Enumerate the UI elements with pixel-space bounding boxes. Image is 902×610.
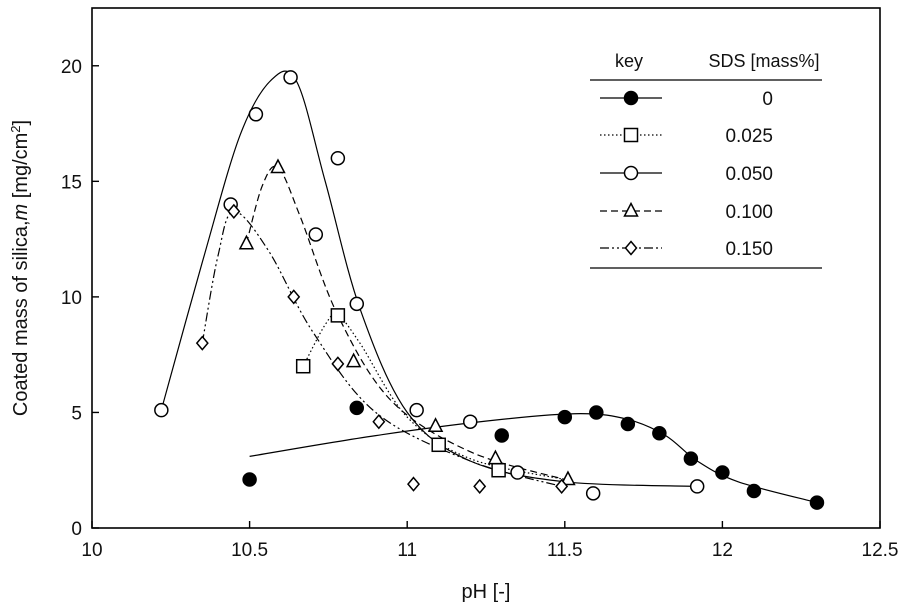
data-point-0 bbox=[683, 451, 699, 466]
y-tick-label: 15 bbox=[61, 172, 82, 193]
data-point-0.050 bbox=[349, 296, 365, 312]
curves bbox=[160, 70, 818, 504]
data-point-0.150 bbox=[372, 414, 386, 430]
data-points bbox=[154, 70, 825, 510]
data-point-0.050 bbox=[462, 414, 478, 429]
legend-key-header: key bbox=[615, 51, 643, 71]
data-point-0.150 bbox=[287, 289, 301, 305]
y-axis-title-close: ] bbox=[10, 120, 32, 126]
data-point-0.150 bbox=[473, 478, 487, 495]
legend-marker-0.025 bbox=[623, 127, 639, 143]
legend-marker-0.050 bbox=[623, 165, 639, 181]
plot-frame bbox=[91, 7, 881, 529]
data-point-0.050 bbox=[585, 486, 601, 501]
legend-label: 0.150 bbox=[725, 239, 773, 260]
data-point-0.150 bbox=[227, 203, 241, 220]
data-point-0 bbox=[349, 400, 365, 416]
legend-label: 0.100 bbox=[725, 202, 773, 223]
legend-label: 0.025 bbox=[725, 126, 773, 147]
data-point-0.100 bbox=[345, 352, 362, 368]
data-point-0.050 bbox=[330, 150, 346, 166]
x-tick-label: 10.5 bbox=[231, 540, 268, 561]
x-tick-label: 11.5 bbox=[547, 540, 583, 561]
data-point-0.050 bbox=[154, 402, 169, 418]
data-point-0 bbox=[809, 495, 825, 510]
legend-label: 0 bbox=[762, 89, 773, 110]
series-line-0.100 bbox=[245, 165, 565, 481]
data-point-0.025 bbox=[491, 462, 506, 478]
axes: 10 10.5 11 11.5 12 12.5 0 5 10 15 20 bbox=[61, 57, 899, 561]
data-point-0.050 bbox=[689, 479, 705, 494]
data-point-0.100 bbox=[487, 449, 504, 465]
legend-value-header: SDS [mass%] bbox=[708, 51, 819, 71]
y-axis-title-sup: 2 bbox=[8, 125, 23, 132]
data-point-0.050 bbox=[283, 70, 298, 85]
data-point-0.025 bbox=[295, 358, 311, 374]
legend-label: 0.050 bbox=[725, 164, 773, 185]
y-tick-label: 10 bbox=[61, 288, 82, 309]
legend-marker-0 bbox=[623, 90, 639, 106]
x-axis-title: pH [-] bbox=[462, 581, 511, 603]
y-tick-label: 0 bbox=[71, 519, 82, 540]
data-point-0.100 bbox=[427, 417, 444, 433]
y-tick-label: 20 bbox=[61, 57, 82, 78]
x-tick-label: 10 bbox=[81, 540, 102, 561]
data-point-0.150 bbox=[195, 335, 209, 351]
y-tick-label: 5 bbox=[71, 403, 82, 424]
data-point-0 bbox=[557, 409, 573, 425]
data-point-0 bbox=[620, 416, 636, 432]
data-point-0.025 bbox=[330, 308, 346, 323]
x-tick-label: 12.5 bbox=[862, 540, 899, 561]
y-axis-title-unit: [mg/cm bbox=[10, 133, 32, 204]
data-point-0 bbox=[746, 483, 762, 499]
series-line-0.025 bbox=[302, 313, 565, 481]
x-tick-label: 11 bbox=[397, 540, 417, 561]
data-point-0 bbox=[715, 465, 730, 480]
x-tick-label: 12 bbox=[712, 540, 733, 561]
data-point-0.050 bbox=[248, 107, 264, 122]
data-point-0 bbox=[494, 428, 510, 443]
data-point-0 bbox=[652, 425, 667, 441]
data-point-0.050 bbox=[308, 227, 324, 242]
y-axis-title-var: m bbox=[10, 204, 32, 221]
series-line-0.150 bbox=[201, 210, 562, 487]
data-point-0.150 bbox=[407, 476, 420, 492]
series-line-0 bbox=[249, 412, 818, 504]
y-axis-title: Coated mass of silica,m [mg/cm2] bbox=[8, 120, 32, 416]
data-point-0.100 bbox=[238, 234, 255, 250]
legend-marker-0.150 bbox=[624, 240, 638, 256]
legend-marker-0.100 bbox=[623, 201, 639, 217]
data-point-0.050 bbox=[510, 465, 525, 480]
data-point-0.050 bbox=[409, 402, 424, 418]
legend: key SDS [mass%] 0 0.025 0.050 0.100 0.150 bbox=[590, 51, 822, 269]
data-point-0 bbox=[589, 405, 604, 420]
series-line-0.050 bbox=[160, 70, 698, 487]
data-point-0.150 bbox=[555, 478, 569, 495]
data-point-0.100 bbox=[270, 158, 286, 174]
data-point-0.150 bbox=[331, 356, 345, 372]
y-axis-title-main: Coated mass of silica, bbox=[10, 220, 32, 416]
data-point-0.100 bbox=[560, 470, 576, 486]
data-point-0.025 bbox=[431, 437, 446, 453]
data-point-0 bbox=[242, 472, 257, 487]
